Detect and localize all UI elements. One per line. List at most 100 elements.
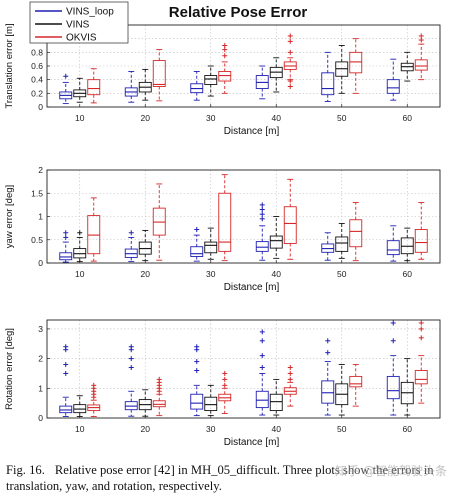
y-axis-label: Translation error [m] bbox=[4, 23, 15, 108]
box-VINS-30 bbox=[204, 65, 218, 97]
box-VINS-20 bbox=[138, 68, 152, 101]
box bbox=[218, 71, 232, 82]
outlier-marker bbox=[91, 382, 97, 388]
outlier-marker bbox=[287, 370, 293, 376]
box-VINS_loop-50 bbox=[321, 338, 335, 416]
outlier-marker bbox=[259, 211, 265, 217]
legend-label-okvis: OKVIS bbox=[66, 33, 97, 44]
box-VINS_loop-10 bbox=[59, 344, 73, 417]
x-tick-label: 60 bbox=[403, 424, 413, 434]
box bbox=[386, 375, 400, 400]
outlier-marker bbox=[194, 344, 200, 350]
outlier-marker bbox=[77, 230, 83, 236]
box bbox=[414, 370, 428, 385]
box-VINS-60 bbox=[400, 358, 414, 416]
x-tick-label: 40 bbox=[272, 269, 282, 279]
x-tick-label: 50 bbox=[337, 269, 347, 279]
box-VINS-10 bbox=[73, 395, 87, 417]
outlier-marker bbox=[325, 338, 331, 344]
box-VINS_loop-30 bbox=[190, 71, 204, 101]
y-tick-label: 0.6 bbox=[31, 61, 43, 71]
outlier-marker bbox=[259, 216, 265, 222]
box-VINS_loop-20 bbox=[124, 230, 138, 263]
outlier-marker bbox=[287, 78, 293, 84]
outlier-marker bbox=[194, 359, 200, 365]
box-OKVIS-50 bbox=[349, 364, 363, 407]
box bbox=[321, 72, 335, 96]
figure-caption: Fig. 16. Relative pose error [42] in MH_0… bbox=[6, 462, 452, 494]
box bbox=[255, 390, 269, 409]
outlier-marker bbox=[63, 344, 69, 350]
y-axis-label: yaw error [deg] bbox=[4, 185, 15, 248]
legend-label-vins: VINS bbox=[66, 20, 90, 31]
outlier-marker bbox=[128, 356, 134, 362]
x-tick-label: 30 bbox=[206, 424, 216, 434]
outlier-marker bbox=[63, 230, 69, 236]
box-OKVIS-60 bbox=[414, 33, 428, 81]
box-VINS-10 bbox=[73, 230, 87, 263]
outlier-marker bbox=[128, 344, 134, 350]
box-OKVIS-20 bbox=[152, 376, 166, 417]
box-VINS-40 bbox=[269, 216, 283, 259]
y-tick-label: 1 bbox=[38, 383, 43, 393]
outlier-marker bbox=[418, 326, 424, 332]
box-VINS-60 bbox=[400, 227, 414, 262]
box bbox=[269, 393, 283, 412]
box-OKVIS-50 bbox=[349, 202, 363, 262]
box-VINS_loop-10 bbox=[59, 230, 73, 263]
outlier-marker bbox=[287, 33, 293, 39]
box bbox=[59, 405, 73, 414]
legend: VINS_loop VINS OKVIS bbox=[29, 1, 129, 44]
x-tick-label: 20 bbox=[141, 424, 151, 434]
box-OKVIS-30 bbox=[218, 370, 232, 414]
box-VINS-20 bbox=[138, 389, 152, 417]
x-tick-label: 10 bbox=[75, 113, 85, 123]
axes-frame bbox=[46, 24, 441, 108]
caption-label: Fig. 16. bbox=[6, 463, 45, 477]
axes-frame bbox=[46, 319, 441, 419]
y-tick-label: 2 bbox=[38, 354, 43, 364]
axes-frame bbox=[46, 169, 441, 264]
outlier-marker bbox=[222, 376, 228, 382]
box-OKVIS-30 bbox=[218, 43, 232, 94]
box bbox=[386, 79, 400, 94]
outlier-marker bbox=[222, 382, 228, 388]
y-tick-label: 0.4 bbox=[31, 75, 43, 85]
box bbox=[414, 229, 428, 253]
y-tick-label: 0.2 bbox=[31, 88, 43, 98]
box-VINS-20 bbox=[138, 229, 152, 262]
legend-box bbox=[29, 1, 129, 44]
outlier-marker bbox=[287, 38, 293, 44]
box-VINS_loop-20 bbox=[124, 344, 138, 417]
box-OKVIS-10 bbox=[87, 197, 101, 262]
box bbox=[87, 79, 101, 96]
outlier-marker bbox=[259, 329, 265, 335]
box-VINS_loop-40 bbox=[255, 202, 269, 261]
x-axis-label: Distance [m] bbox=[224, 126, 280, 137]
box-VINS-40 bbox=[269, 57, 283, 93]
x-tick-label: 50 bbox=[337, 113, 347, 123]
x-tick-label: 40 bbox=[272, 424, 282, 434]
x-tick-label: 30 bbox=[206, 113, 216, 123]
box-VINS_loop-50 bbox=[321, 232, 335, 261]
outlier-marker bbox=[128, 230, 134, 236]
box-VINS_loop-40 bbox=[255, 329, 269, 416]
x-axis-label: Distance [m] bbox=[224, 282, 280, 293]
outlier-marker bbox=[222, 43, 228, 48]
x-axis-label: Distance [m] bbox=[224, 437, 280, 448]
box-VINS_loop-50 bbox=[321, 51, 335, 102]
caption-text: Relative pose error [42] in MH_05_diffic… bbox=[6, 463, 434, 493]
outlier-marker bbox=[63, 234, 69, 240]
x-tick-label: 60 bbox=[403, 269, 413, 279]
outlier-marker bbox=[418, 335, 424, 341]
box bbox=[349, 219, 363, 248]
x-tick-label: 40 bbox=[272, 113, 282, 123]
box-VINS_loop-10 bbox=[59, 73, 73, 105]
box-OKVIS-40 bbox=[283, 178, 297, 260]
box bbox=[255, 241, 269, 252]
box-VINS-40 bbox=[269, 378, 283, 416]
box bbox=[283, 206, 297, 244]
panel-1: 00.20.40.60.81102030405060Distance [m]Tr… bbox=[4, 23, 441, 137]
outlier-marker bbox=[63, 362, 69, 368]
box-OKVIS-40 bbox=[283, 365, 297, 407]
